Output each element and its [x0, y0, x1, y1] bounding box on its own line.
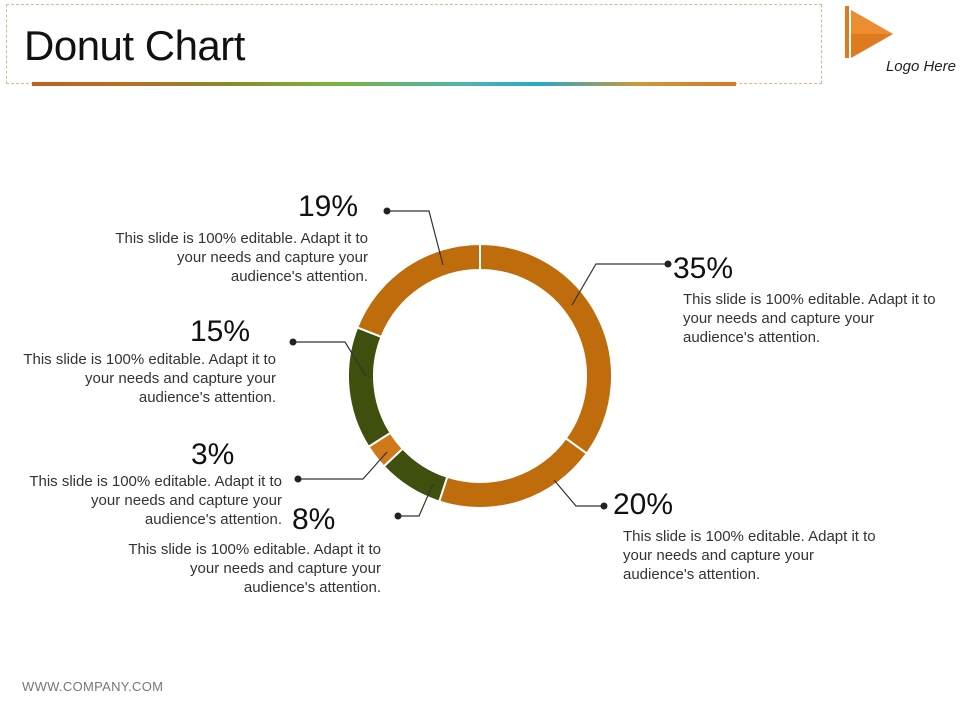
donut-slice-20 — [437, 436, 589, 509]
description-3: This slide is 100% editable. Adapt it to… — [29, 473, 282, 528]
description-8: This slide is 100% editable. Adapt it to… — [128, 541, 381, 596]
description-20: This slide is 100% editable. Adapt it to… — [623, 528, 876, 583]
leader-15-line — [293, 341, 367, 377]
leader-15-dot — [289, 338, 297, 346]
leader-35-dot — [664, 260, 672, 268]
description-19: This slide is 100% editable. Adapt it to… — [115, 230, 368, 285]
donut-slice-15 — [347, 326, 392, 449]
leader-35-line — [571, 263, 668, 306]
leader-20-line — [553, 479, 604, 507]
label-8-percent: 8% — [292, 503, 336, 536]
page-title: Donut Chart — [24, 22, 245, 69]
logo-highlight — [851, 10, 893, 34]
leader-8-line — [398, 483, 434, 517]
leader-3-dot — [294, 475, 302, 483]
leader-19-line — [387, 210, 444, 266]
leader-3-line — [298, 451, 388, 480]
label-20-percent: 20% — [613, 488, 674, 521]
logo-bar — [845, 6, 849, 58]
leader-8-dot — [394, 512, 402, 520]
donut-slice-35 — [479, 242, 613, 455]
leader-20-dot — [600, 502, 608, 510]
donut-slices — [347, 242, 613, 509]
donut-slice-19 — [355, 242, 481, 339]
label-19-percent: 19% — [298, 190, 359, 223]
description-35: This slide is 100% editable. Adapt it to… — [683, 291, 936, 346]
leader-lines — [289, 207, 672, 520]
label-3-percent: 3% — [191, 438, 235, 471]
footer-url: WWW.COMPANY.COM — [22, 679, 164, 694]
description-15: This slide is 100% editable. Adapt it to… — [23, 351, 276, 406]
logo-text: Logo Here — [885, 58, 956, 75]
leader-19-dot — [383, 207, 391, 215]
logo-play-icon — [845, 6, 893, 58]
title-divider — [32, 82, 736, 86]
label-35-percent: 35% — [673, 252, 734, 285]
label-15-percent: 15% — [190, 315, 251, 348]
